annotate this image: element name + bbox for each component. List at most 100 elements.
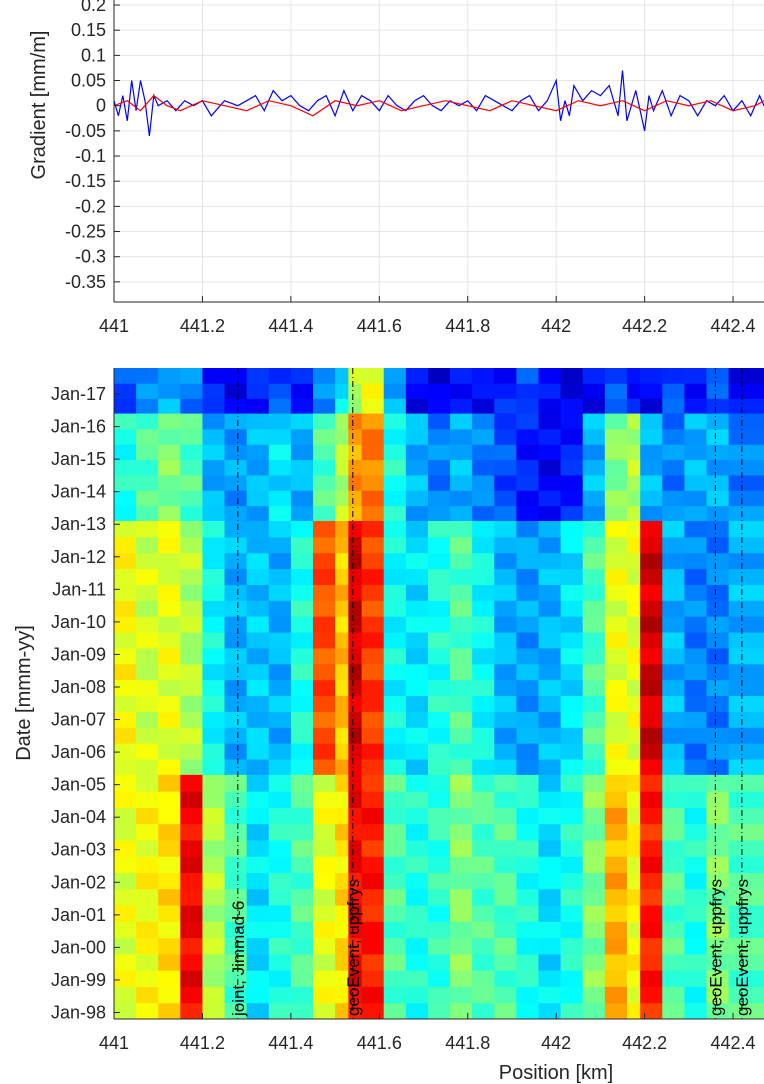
heatmap-cell [516,937,539,955]
heatmap-cell [312,839,336,857]
heatmap-cell [312,368,336,384]
heatmap-cell [604,647,628,665]
heatmap-cell [335,743,349,760]
heatmap-cell [136,459,159,476]
heatmap-cell [450,428,473,445]
heatmap-cell [427,872,451,890]
heatmap-cell [246,632,270,649]
heatmap-cell [626,905,641,922]
heatmap-cell [538,632,562,649]
heatmap-cell [472,632,495,649]
heatmap-cell [494,490,517,507]
heatmap-cell [472,888,495,906]
heatmap-cell [582,921,606,939]
heatmap-cell [383,986,407,1004]
heatmap-cell [348,616,363,633]
heatmap-cell [158,600,181,617]
heatmap-cell [626,568,641,585]
heatmap-cell [516,600,539,617]
heatmap-cell [268,807,292,825]
heatmap-cell [335,823,349,841]
heatmap-cell [494,568,517,585]
gradient-y-tick-label: 0.1 [81,45,106,65]
heatmap-cell [582,727,606,744]
heatmap-cell [202,807,226,825]
heatmap-cell [494,759,517,776]
heatmap-cell [450,490,473,507]
heatmap-cell [158,1002,181,1020]
heatmap-cell [405,584,429,601]
heatmap-cell [361,383,385,399]
heatmap-cell [114,774,137,792]
heatmap-cell [180,905,203,922]
heatmap-cell [516,459,539,476]
heatmap-cell [427,383,451,399]
heatmap-cell [427,921,451,939]
heatmap-cell [516,711,539,728]
heatmap-cell [662,536,685,554]
heatmap-cell [361,568,385,585]
heatmap-cell [268,711,292,728]
heatmap-cell [626,584,641,601]
heatmap-cell [383,1002,407,1020]
heatmap-cell [494,905,517,922]
heatmap-cell [405,759,429,776]
heatmap-cell [361,368,385,384]
heatmap-cell [348,568,363,585]
heatmap-cell [383,616,407,633]
heatmap-cell [706,616,730,633]
heatmap-cell [516,536,539,554]
heatmap-cell [684,953,708,971]
heatmap-cell [224,953,248,971]
heatmap-cell [516,905,539,922]
heatmap-y-tick-label: Jan-07 [51,710,106,730]
heatmap-cell [361,839,385,857]
heatmap-cell [640,774,663,792]
heatmap-cell [582,413,606,430]
heatmap-y-tick-label: Jan-98 [51,1002,106,1022]
heatmap-cell [348,921,363,939]
heatmap-cell [560,905,584,922]
heatmap-cell [383,856,407,874]
heatmap-cell [626,368,641,384]
heatmap-cell [538,759,562,776]
heatmap-cell [180,679,203,697]
heatmap-cell [202,905,226,922]
gradient-x-tick-label: 441.4 [268,316,313,336]
heatmap-cell [494,383,517,399]
heatmap-cell [450,568,473,585]
heatmap-cell [604,568,628,585]
heatmap-cell [361,505,385,522]
heatmap-cell [728,774,764,792]
heatmap-cell [516,490,539,507]
heatmap-cell [450,413,473,430]
gradient-y-tick-label: -0.2 [75,196,106,216]
heatmap-cell [684,536,708,554]
heatmap-cell [728,444,764,461]
heatmap-cell [684,505,708,522]
heatmap-cell [312,937,336,955]
heatmap-cell [224,413,248,430]
heatmap-cell [361,807,385,825]
heatmap-cell [640,872,663,890]
heatmap-cell [361,711,385,728]
heatmap-cell [472,695,495,712]
heatmap-cell [312,953,336,971]
heatmap-cell [312,600,336,617]
heatmap-cell [383,383,407,399]
heatmap-cell [312,647,336,665]
gradient-x-tick-label: 442 [541,316,571,336]
heatmap-cell [640,727,663,744]
heatmap-cell [706,568,730,585]
heatmap-cell [604,444,628,461]
heatmap-cell [361,1002,385,1020]
heatmap-cell [348,459,363,476]
heatmap-x-tick-label: 441.8 [445,1033,490,1053]
heatmap-cell [640,444,663,461]
heatmap-cell [728,695,764,712]
heatmap-cell [450,986,473,1004]
heatmap-cell [472,459,495,476]
heatmap-cell [180,490,203,507]
heatmap-cell [348,428,363,445]
heatmap-cell [290,536,314,554]
